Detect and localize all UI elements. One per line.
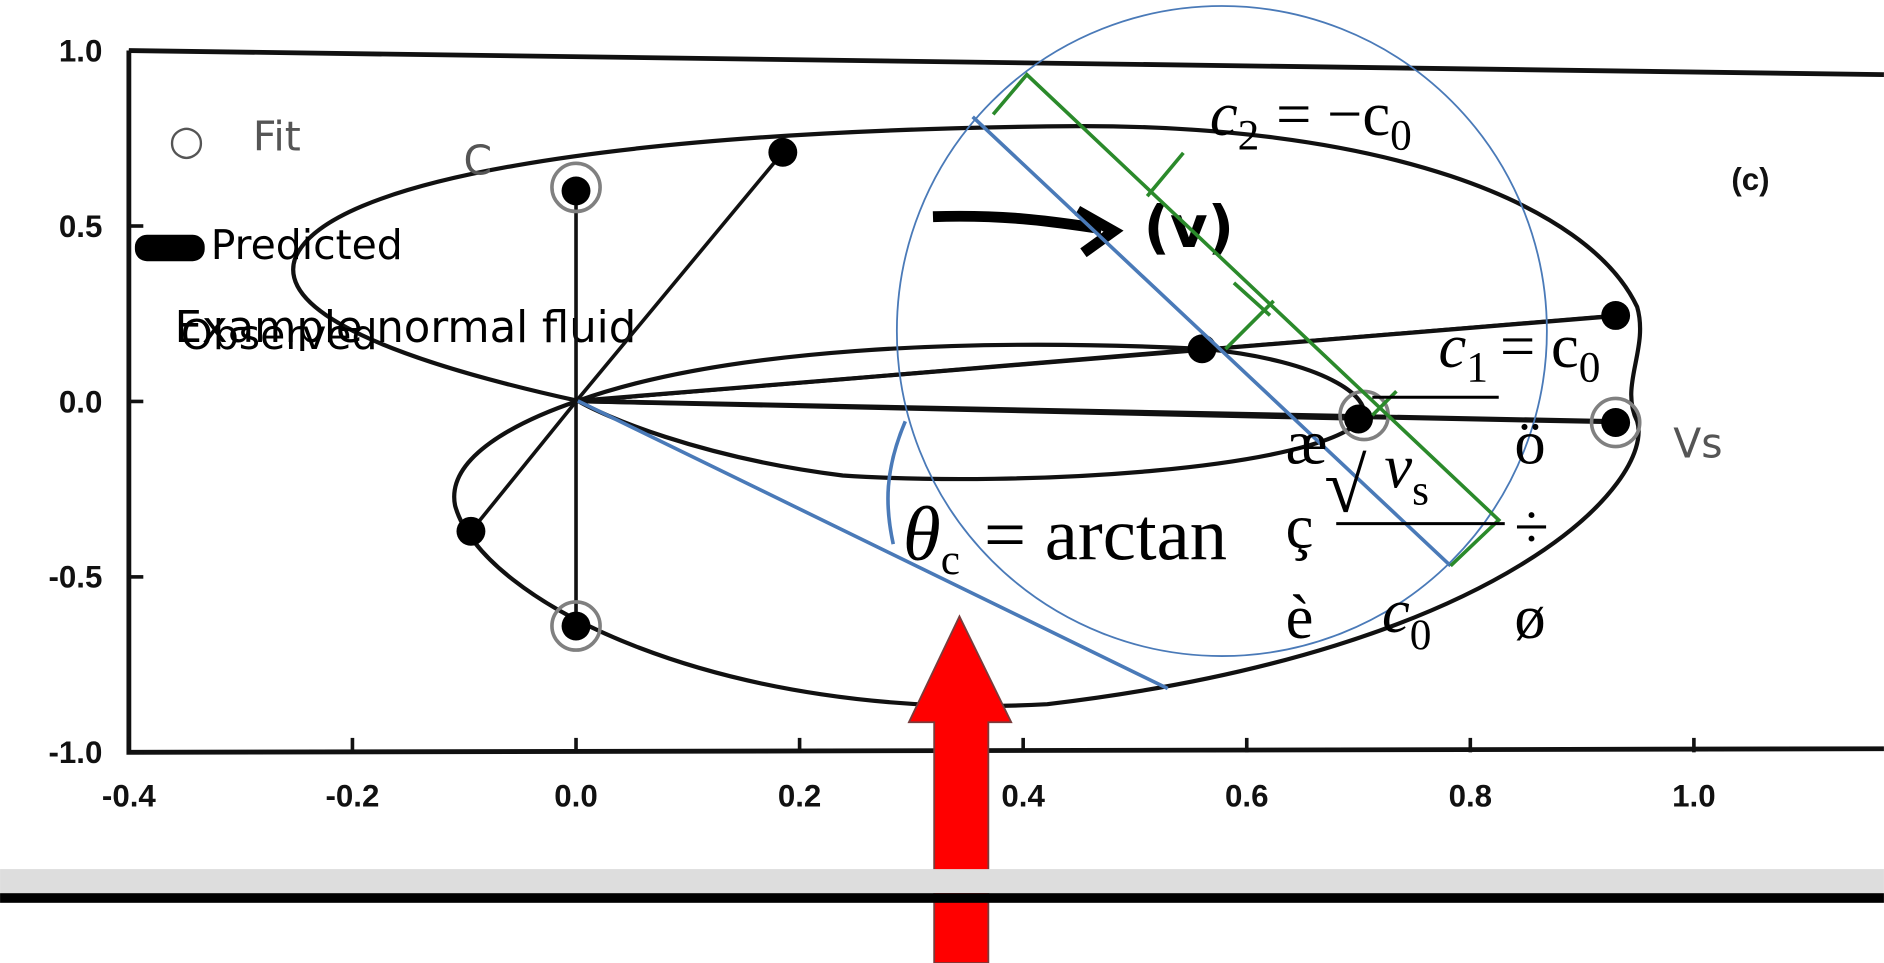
x-tick-label: 1.0 <box>1672 779 1716 814</box>
eq-root: √ <box>1324 443 1367 529</box>
legend-observed: ○ <box>169 116 205 164</box>
eq-bracket: ÷ <box>1514 492 1548 562</box>
y-tick-label: -0.5 <box>48 560 102 595</box>
predicted-point <box>1601 301 1630 330</box>
y-tick-label: -1.0 <box>48 735 102 770</box>
eq-bracket: ø <box>1514 582 1545 652</box>
scan-border <box>0 893 1884 903</box>
x-tick-label: -0.2 <box>325 779 379 814</box>
legend-label: Fit <box>253 112 301 160</box>
hand-c: C <box>464 137 493 185</box>
x-tick-label: 0.8 <box>1449 779 1493 814</box>
eq-bracket: ç <box>1286 492 1314 562</box>
y-tick-label: 1.0 <box>59 33 103 68</box>
panel-label: (c) <box>1731 162 1769 197</box>
x-tick-label: 0.6 <box>1225 779 1269 814</box>
eq-bracket: ö <box>1514 407 1545 477</box>
caption: Example normal fluid <box>175 303 637 353</box>
x-tick-label: -0.4 <box>102 779 157 814</box>
predicted-point <box>1188 334 1217 363</box>
x-tick-label: 0.4 <box>1001 779 1045 814</box>
y-tick-label: 0.0 <box>59 384 103 419</box>
legend-label: Predicted <box>211 221 403 269</box>
predicted-point <box>1344 405 1373 434</box>
predicted-point <box>562 176 591 205</box>
chart: (c) ○ C Vs (v) Observed Example normal f… <box>0 0 1884 963</box>
eq-c1: c1= c0 <box>1439 311 1601 391</box>
y-tick-label: 0.5 <box>59 209 103 244</box>
x-tick-label: 0.2 <box>778 779 822 814</box>
legend-swatch <box>135 235 205 261</box>
eq-bracket: è <box>1286 582 1314 652</box>
predicted-point <box>562 612 591 641</box>
hand-vs: Vs <box>1673 419 1722 467</box>
x-tick-label: 0.0 <box>554 779 598 814</box>
predicted-point <box>1601 408 1630 437</box>
scan-edge <box>0 869 1884 893</box>
predicted-point <box>456 517 485 546</box>
predicted-point <box>768 138 797 167</box>
eq-bracket: æ <box>1286 407 1328 477</box>
